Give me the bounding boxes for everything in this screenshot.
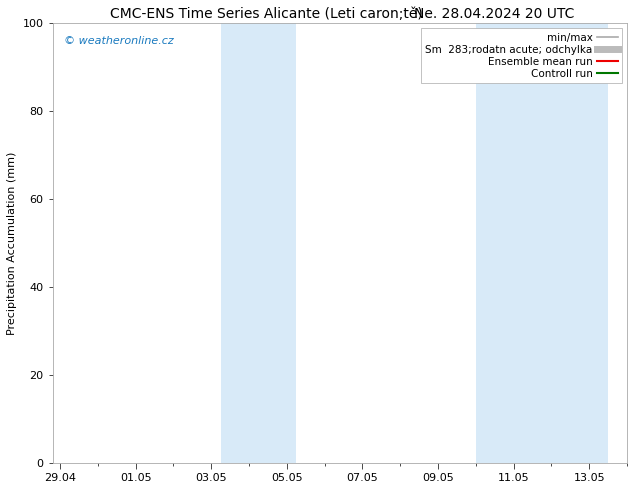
Legend: min/max, Sm  283;rodatn acute; odchylka, Ensemble mean run, Controll run: min/max, Sm 283;rodatn acute; odchylka, … — [421, 28, 622, 83]
Y-axis label: Precipitation Accumulation (mm): Precipitation Accumulation (mm) — [7, 151, 17, 335]
Text: Ne. 28.04.2024 20 UTC: Ne. 28.04.2024 20 UTC — [415, 7, 574, 22]
Text: © weatheronline.cz: © weatheronline.cz — [64, 36, 174, 47]
Text: CMC-ENS Time Series Alicante (Leti caron;tě): CMC-ENS Time Series Alicante (Leti caron… — [110, 7, 423, 22]
Bar — [476, 23, 608, 463]
Bar — [221, 23, 296, 463]
